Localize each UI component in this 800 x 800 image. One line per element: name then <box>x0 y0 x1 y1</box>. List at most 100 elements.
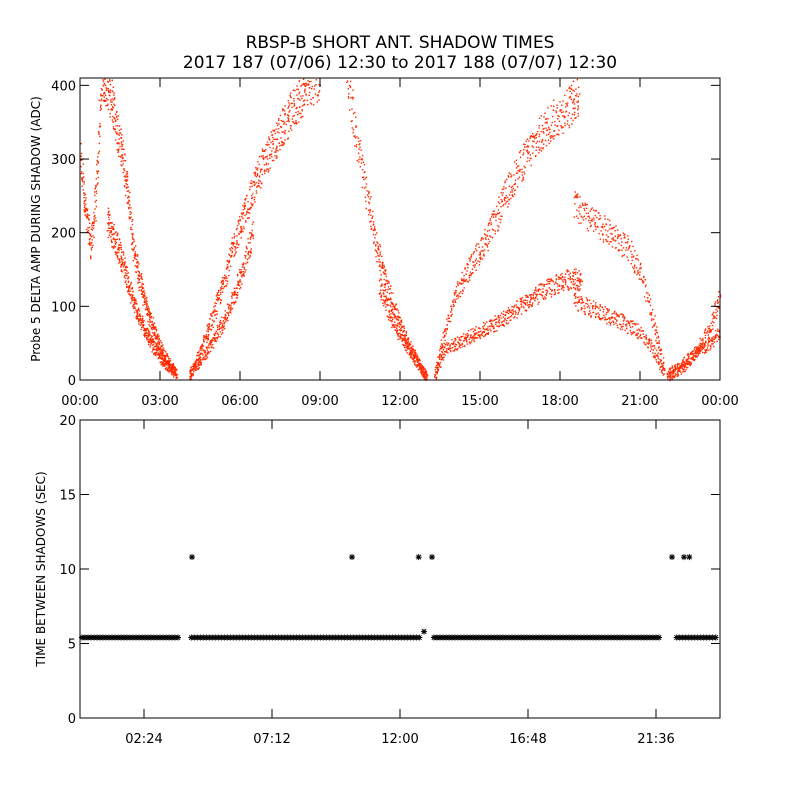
amplitude-point <box>545 118 547 120</box>
amplitude-point <box>446 342 448 344</box>
amplitude-point <box>385 273 387 275</box>
amplitude-point <box>407 347 409 349</box>
amplitude-point <box>558 134 560 136</box>
amplitude-point <box>141 278 143 280</box>
amplitude-point <box>405 332 408 334</box>
amplitude-point <box>193 371 195 373</box>
amplitude-point <box>144 336 146 338</box>
amplitude-point <box>712 328 714 330</box>
amplitude-point <box>708 341 711 343</box>
amplitude-point <box>655 329 658 331</box>
amplitude-point <box>513 161 516 163</box>
amplitude-point <box>158 338 160 341</box>
amplitude-point <box>541 295 543 297</box>
amplitude-point <box>230 304 232 306</box>
amplitude-point <box>359 140 362 142</box>
amplitude-point <box>161 352 163 354</box>
amplitude-point <box>377 247 380 249</box>
amplitude-point <box>412 345 414 347</box>
amplitude-point <box>304 84 306 87</box>
amplitude-y-axis-label: Probe 5 DELTA AMP DURING SHADOW (ADC) <box>29 96 43 362</box>
amplitude-point <box>211 339 213 342</box>
amplitude-point <box>574 288 577 291</box>
amplitude-point <box>543 127 545 130</box>
amplitude-point <box>97 152 100 155</box>
amplitude-point <box>650 313 652 315</box>
amplitude-point <box>449 345 451 347</box>
amplitude-point <box>538 140 541 143</box>
amplitude-point <box>143 297 145 299</box>
amplitude-point <box>217 299 219 301</box>
amplitude-point <box>115 253 117 255</box>
amplitude-point <box>114 238 116 241</box>
amplitude-point <box>592 217 595 219</box>
amplitude-point <box>426 374 428 376</box>
amplitude-point <box>124 257 126 259</box>
amplitude-point <box>569 87 572 90</box>
amplitude-point <box>352 112 355 115</box>
amplitude-point <box>88 232 91 234</box>
amplitude-point <box>463 287 465 289</box>
amplitude-point <box>100 104 102 107</box>
amplitude-point <box>707 349 709 352</box>
amplitude-point <box>164 358 167 360</box>
amplitude-point <box>568 124 570 127</box>
amplitude-point <box>466 280 469 283</box>
amplitude-point <box>636 334 638 336</box>
amplitude-point <box>718 335 720 337</box>
amplitude-point <box>515 172 518 174</box>
amplitude-point <box>144 309 147 311</box>
amplitude-point <box>476 243 478 245</box>
amplitude-point <box>253 172 255 174</box>
amplitude-point <box>540 150 543 152</box>
amplitude-point <box>700 343 702 345</box>
amplitude-point <box>504 197 506 199</box>
amplitude-point <box>90 247 92 249</box>
amplitude-point <box>511 189 513 191</box>
amplitude-point <box>711 339 714 342</box>
amplitude-point <box>482 322 485 324</box>
amplitude-point <box>173 371 175 373</box>
amplitude-point <box>379 244 381 246</box>
amplitude-point <box>162 352 165 354</box>
amplitude-point <box>403 345 405 347</box>
amplitude-point <box>456 336 459 338</box>
amplitude-point <box>633 268 635 270</box>
amplitude-point <box>124 281 126 284</box>
amplitude-point <box>304 82 306 85</box>
amplitude-point <box>638 336 640 338</box>
amplitude-point <box>413 354 415 357</box>
amplitude-point <box>592 305 595 307</box>
interval-point <box>275 634 282 641</box>
amplitude-point <box>578 301 581 303</box>
amplitude-point <box>358 144 360 146</box>
amplitude-point <box>624 233 626 235</box>
amplitude-point <box>279 145 281 147</box>
amplitude-point <box>610 316 612 319</box>
amplitude-point <box>533 140 535 143</box>
amplitude-point <box>307 83 309 85</box>
amplitude-point <box>411 347 413 349</box>
amplitude-point <box>156 354 159 356</box>
amplitude-point <box>261 173 263 176</box>
amplitude-point <box>351 108 353 110</box>
amplitude-point <box>361 169 364 171</box>
amplitude-point <box>127 272 130 274</box>
amplitude-point <box>381 267 383 269</box>
amplitude-point <box>404 346 406 349</box>
amplitude-point <box>151 321 153 323</box>
amplitude-point <box>502 313 504 316</box>
amplitude-point <box>620 324 622 326</box>
amplitude-point <box>167 367 169 370</box>
amplitude-point <box>568 86 571 88</box>
amplitude-point <box>708 327 711 329</box>
amplitude-point <box>502 205 504 207</box>
amplitude-point <box>543 143 545 145</box>
amplitude-point <box>526 300 528 302</box>
amplitude-point <box>475 260 477 262</box>
amplitude-point <box>359 166 361 168</box>
amplitude-point <box>140 274 142 276</box>
amplitude-point <box>684 363 686 365</box>
amplitude-point <box>140 315 142 318</box>
amplitude-point <box>134 251 136 253</box>
